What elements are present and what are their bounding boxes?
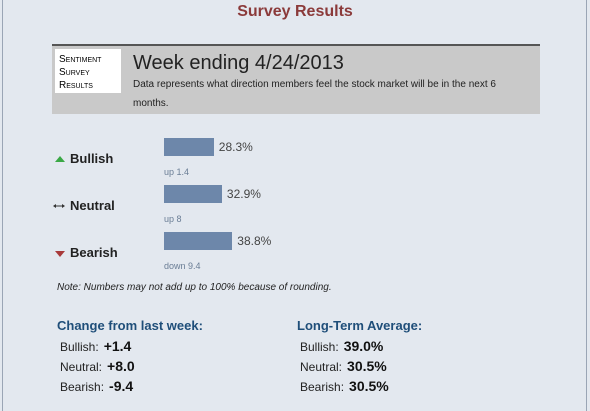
icon-down <box>55 251 65 257</box>
border-right <box>586 0 587 411</box>
badge: Sentiment Survey Results <box>55 49 121 93</box>
header-box: Sentiment Survey Results Week ending 4/2… <box>52 44 540 114</box>
row-label: Bearish: <box>60 380 105 394</box>
icon-up <box>55 156 65 162</box>
description: Data represents what direction members f… <box>133 79 496 109</box>
change-label: up 8 <box>164 214 182 224</box>
row-label: Neutral: <box>300 360 343 374</box>
section-title: Change from last week: <box>57 318 203 333</box>
value-label: 28.3% <box>218 140 253 154</box>
badge-line: Results <box>59 80 93 91</box>
sentiment-label: Bearish <box>70 245 118 260</box>
note: Note: Numbers may not add up to 100% bec… <box>57 282 332 293</box>
heading: Week ending 4/24/2013 <box>133 52 344 74</box>
icon-neutral <box>53 204 65 208</box>
row-value: +8.0 <box>107 358 135 374</box>
border-left <box>2 0 3 411</box>
bar <box>164 232 233 250</box>
row-value: 39.0% <box>343 338 384 354</box>
sentiment-label: Neutral <box>70 198 115 213</box>
row-value: 30.5% <box>347 358 387 374</box>
row-value: +1.4 <box>103 338 132 354</box>
page-title: Survey Results <box>237 3 353 20</box>
badge-line: Survey <box>59 67 90 78</box>
value-label: 32.9% <box>226 187 261 201</box>
row-label: Bearish: <box>300 380 345 394</box>
change-label: down 9.4 <box>164 261 201 271</box>
row-label: Bullish: <box>300 340 339 354</box>
section-title: Long-Term Average: <box>297 318 423 333</box>
bar <box>164 185 222 203</box>
change-label: up 1.4 <box>164 167 190 177</box>
row-value: -9.4 <box>109 378 134 394</box>
row-value: 30.5% <box>349 378 389 394</box>
badge-line: Sentiment <box>59 54 102 65</box>
row-label: Bullish: <box>60 340 99 354</box>
row-label: Neutral: <box>60 360 103 374</box>
sentiment-label: Bullish <box>70 151 114 166</box>
bar <box>164 138 214 156</box>
value-label: 38.8% <box>237 234 272 248</box>
